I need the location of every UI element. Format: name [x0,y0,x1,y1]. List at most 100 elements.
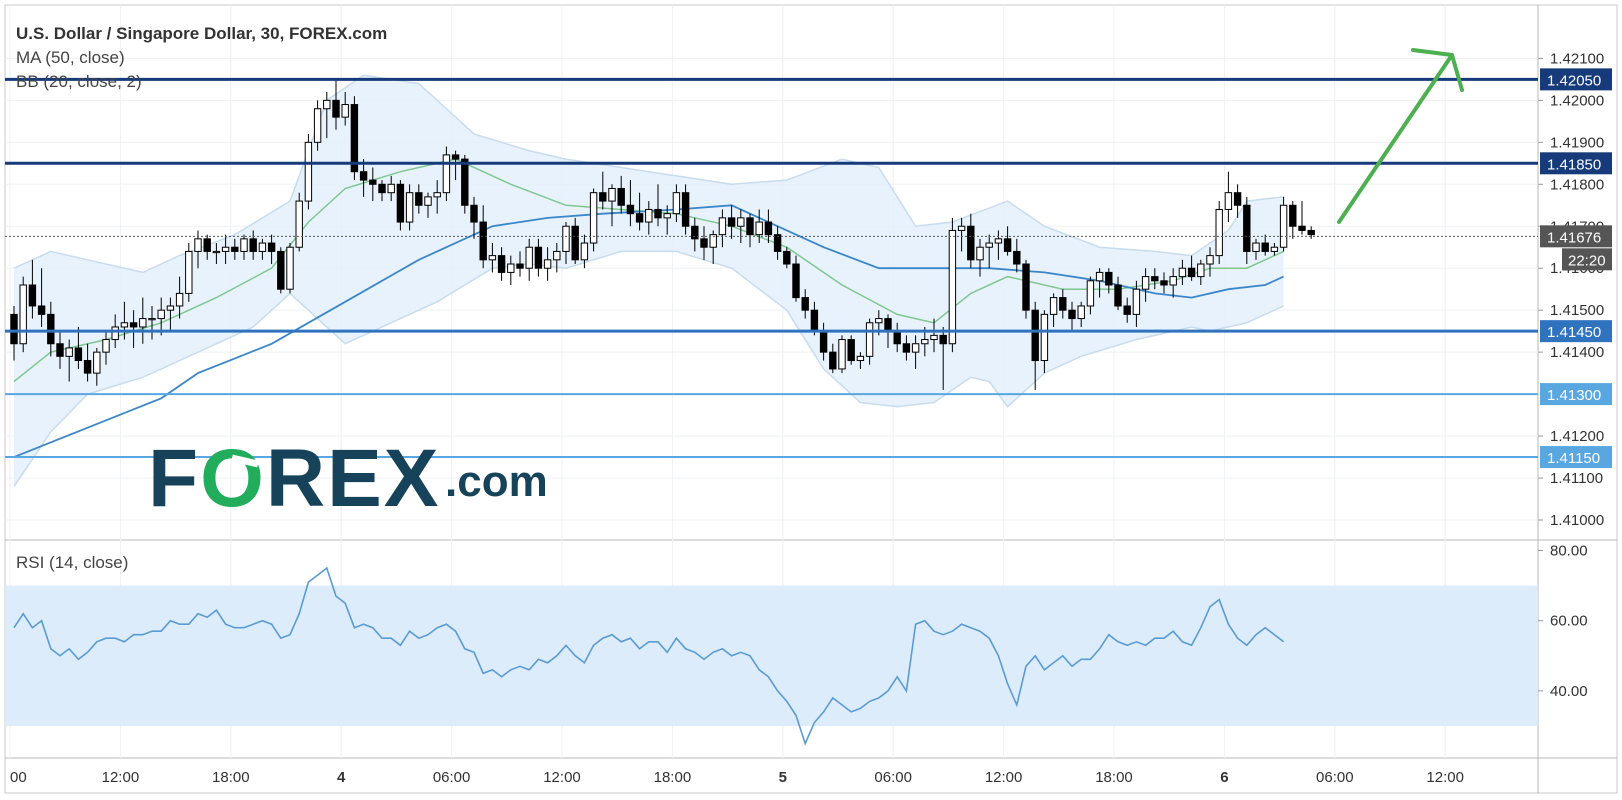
ma-legend[interactable]: MA (50, close) [16,48,125,67]
candle [157,297,165,336]
level-tag-bg [1540,383,1612,406]
horizontal-levels[interactable] [5,77,1538,459]
candle-body-up [102,339,110,353]
candle-body-up [645,208,653,223]
candle [681,184,690,235]
candle [175,276,184,319]
time-tick-label: 18:00 [654,769,692,786]
candle [838,335,846,374]
price-tick-label: 1.41500 [1550,302,1604,319]
candle [543,247,552,281]
candle-body-up [1197,263,1205,278]
trend-arrow-shaft [1337,53,1454,224]
candle-body-down [1261,242,1269,252]
level-price-tag[interactable]: 1.41150 [1540,446,1612,469]
level-price-tag[interactable]: 1.42050 [1540,68,1612,91]
candle-body-down [727,217,736,227]
candle [93,347,101,386]
candle-body-up [1169,276,1177,286]
candle [277,247,285,294]
candle [1307,226,1315,239]
candle-body-up [1178,267,1187,278]
candle [359,159,368,197]
candle-body-up [976,246,984,261]
candle-body-down [801,297,809,311]
candle [396,180,405,231]
candle-body-up [737,217,745,227]
candle-body-down [1151,276,1159,282]
level-price-tag[interactable]: 1.41300 [1540,383,1612,406]
candle [553,243,561,273]
candle [221,234,230,265]
price-tick-label: 1.42100 [1550,50,1604,67]
candle-body-down [378,183,386,194]
candle-body-down [47,313,55,345]
candle-body-up [139,318,147,328]
candle [479,205,487,269]
candle-body-up [911,343,920,353]
candle-body-up [175,292,184,307]
candle-body-up [488,255,497,261]
candle-body-down [626,204,635,215]
candle [755,209,763,244]
price-tick-label: 1.41400 [1550,344,1604,361]
candle [976,238,984,277]
candle-body-up [921,339,929,345]
candle [1031,301,1039,390]
candle [1132,280,1141,327]
logo-letter-o: O [200,433,266,524]
candle [249,230,257,260]
candle [387,175,395,202]
candle-body-down [902,343,911,353]
level-tag-bg [1540,68,1612,91]
candle [139,297,147,344]
candle [911,335,920,369]
time-tick-label: 06:00 [874,769,912,786]
candle [1270,243,1279,256]
candle [645,201,653,235]
candle [507,255,515,285]
candle-body-down [939,334,947,345]
trend-arrow[interactable] [1337,48,1464,224]
candle [764,209,773,244]
price-tick-label: 1.41100 [1550,470,1603,487]
candle-body-down [451,154,460,160]
candle-body-down [83,360,92,374]
candle [304,133,313,210]
candle [562,222,570,265]
candle-body-down [819,330,828,353]
candle-body-up [405,192,414,223]
candle-body-down [1160,280,1168,286]
candle-body-down [332,99,340,118]
candle-body-down [129,322,138,328]
time-tick-label: 5 [779,769,787,786]
rsi-tick-label: 80.00 [1550,543,1588,560]
candle-body-up [212,250,221,254]
candle-body-up [948,229,957,345]
candle-body-up [525,246,533,269]
candle-body-up [1252,242,1260,252]
candle-body-up [875,318,883,324]
bb-legend[interactable]: BB (20, close, 2) [16,72,142,91]
candle [424,192,432,218]
level-tag-bg [1540,446,1612,469]
level-price-tag[interactable]: 1.41450 [1540,320,1612,343]
candle [718,209,727,248]
time-tick-label: 4 [337,769,346,786]
rsi-legend[interactable]: RSI (14, close) [16,553,128,572]
candle-body-up [1049,297,1058,315]
candle-body-down [893,330,901,345]
candle [286,243,294,294]
candle-body-up [148,318,156,321]
time-tick-label: 6 [1220,769,1228,786]
candle [369,167,377,202]
candle [1279,196,1288,252]
candle-body-down [415,192,423,206]
level-price-tag[interactable]: 1.41850 [1540,152,1612,175]
candle [700,226,708,260]
candle-body-down [1233,192,1242,206]
candle [1068,301,1076,332]
price-tick-label: 1.41000 [1550,512,1604,529]
candle [405,184,414,231]
